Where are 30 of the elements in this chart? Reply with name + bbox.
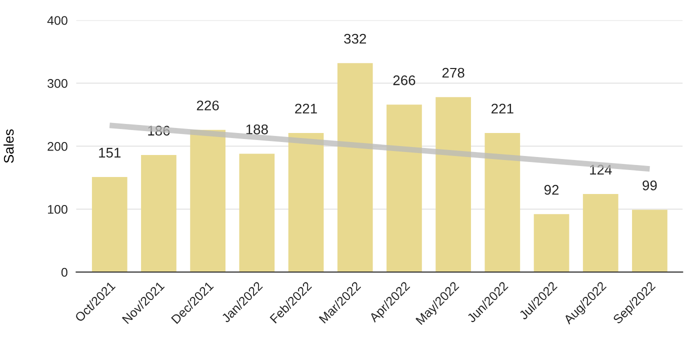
data-label: 278	[442, 68, 464, 78]
bar	[141, 155, 176, 272]
bar	[92, 177, 128, 272]
data-label: 266	[393, 75, 416, 86]
data-label: 124	[590, 164, 612, 174]
data-label: 151	[99, 148, 121, 158]
y-tick-label: 0	[61, 268, 68, 277]
data-label: 186	[148, 126, 170, 136]
data-label: 92	[544, 184, 559, 195]
bar	[582, 194, 618, 272]
data-label: 221	[492, 104, 514, 114]
data-label: 99	[642, 180, 657, 190]
bar	[288, 132, 324, 272]
data-label: 221	[295, 104, 317, 114]
y-tick-label: 300	[48, 79, 68, 88]
data-label: 188	[246, 124, 268, 134]
y-axis-title: Sales	[4, 129, 14, 163]
y-tick-label: 100	[48, 204, 68, 214]
y-tick-label: 400	[47, 16, 68, 25]
data-label: 226	[196, 100, 219, 110]
bar	[534, 214, 570, 272]
data-label: 332	[344, 34, 366, 44]
bar	[436, 97, 471, 272]
bar	[632, 210, 668, 272]
bar	[337, 63, 373, 272]
bar	[190, 130, 226, 272]
y-tick-label: 200	[48, 142, 68, 151]
bar	[239, 154, 275, 272]
bar	[484, 132, 520, 272]
bar	[386, 104, 422, 272]
